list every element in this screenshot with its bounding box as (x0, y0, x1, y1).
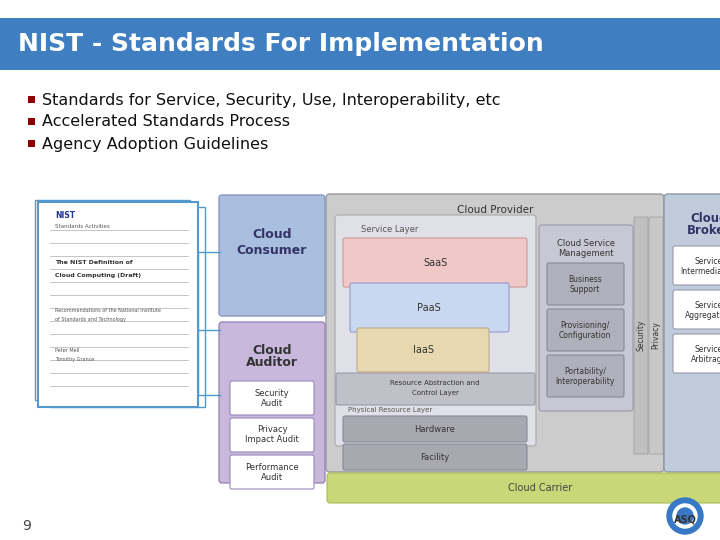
Text: PaaS: PaaS (417, 303, 441, 313)
FancyBboxPatch shape (219, 195, 325, 316)
Text: Service: Service (695, 345, 720, 354)
FancyBboxPatch shape (230, 455, 314, 489)
Text: Cloud: Cloud (690, 212, 720, 225)
FancyBboxPatch shape (673, 290, 720, 329)
Text: Security: Security (255, 388, 289, 397)
Text: SaaS: SaaS (423, 258, 447, 268)
Text: Impact Audit: Impact Audit (245, 435, 299, 444)
Text: Standards Activities: Standards Activities (55, 224, 109, 228)
Text: Control Layer: Control Layer (412, 390, 459, 396)
FancyBboxPatch shape (547, 263, 624, 305)
Text: Cloud: Cloud (252, 343, 292, 356)
FancyBboxPatch shape (343, 416, 527, 442)
Text: Performance: Performance (246, 462, 299, 471)
Text: Recommendations of the National Institute: Recommendations of the National Institut… (55, 307, 161, 313)
Text: Standards for Service, Security, Use, Interoperability, etc: Standards for Service, Security, Use, In… (42, 92, 500, 107)
Text: of Standards and Technology: of Standards and Technology (55, 318, 126, 322)
Text: Aggregation: Aggregation (685, 310, 720, 320)
Text: Provisioning/: Provisioning/ (560, 321, 610, 329)
Text: Cloud Service: Cloud Service (557, 240, 615, 248)
Text: Privacy: Privacy (652, 321, 660, 349)
Text: Timothy Grance: Timothy Grance (55, 357, 94, 362)
Bar (28, 140, 35, 147)
Bar (28, 96, 35, 103)
Text: NIST: NIST (55, 211, 75, 219)
Text: Audit: Audit (261, 399, 283, 408)
Bar (0, 18, 720, 70)
FancyBboxPatch shape (673, 334, 720, 373)
Text: IaaS: IaaS (413, 345, 433, 355)
Text: Agency Adoption Guidelines: Agency Adoption Guidelines (42, 137, 269, 152)
Text: Cloud Carrier: Cloud Carrier (508, 483, 572, 493)
Circle shape (673, 504, 697, 528)
Text: NIST - Standards For Implementation: NIST - Standards For Implementation (18, 32, 544, 56)
Text: Arbitrage: Arbitrage (691, 354, 720, 363)
FancyBboxPatch shape (547, 309, 624, 351)
Text: Cloud Computing (Draft): Cloud Computing (Draft) (55, 273, 141, 278)
Circle shape (677, 508, 693, 524)
Text: Configuration: Configuration (559, 332, 611, 341)
FancyBboxPatch shape (664, 194, 720, 472)
Text: Service: Service (695, 300, 720, 309)
FancyBboxPatch shape (649, 217, 663, 454)
Text: Physical Resource Layer: Physical Resource Layer (348, 407, 432, 413)
FancyBboxPatch shape (327, 473, 720, 503)
Text: Privacy: Privacy (257, 426, 287, 435)
Text: Hardware: Hardware (415, 424, 456, 434)
Bar (35, 200, 190, 400)
FancyBboxPatch shape (326, 194, 664, 472)
Text: Business: Business (568, 274, 602, 284)
Text: Management: Management (558, 249, 613, 259)
Text: Intermediation: Intermediation (680, 267, 720, 275)
Text: ASQ: ASQ (674, 514, 696, 524)
FancyBboxPatch shape (547, 355, 624, 397)
Text: Cloud: Cloud (252, 228, 292, 241)
Text: Security: Security (636, 319, 646, 351)
Text: Portability/: Portability/ (564, 367, 606, 375)
FancyBboxPatch shape (673, 246, 720, 285)
Text: Auditor: Auditor (246, 356, 298, 369)
Bar (28, 118, 35, 125)
FancyBboxPatch shape (336, 373, 535, 405)
FancyBboxPatch shape (335, 215, 536, 446)
Text: Cloud Provider: Cloud Provider (456, 205, 534, 215)
FancyBboxPatch shape (230, 418, 314, 452)
Text: Service: Service (695, 256, 720, 266)
Text: The NIST Definition of: The NIST Definition of (55, 260, 132, 266)
FancyBboxPatch shape (539, 225, 633, 411)
FancyBboxPatch shape (350, 283, 509, 332)
Text: Peter Mell: Peter Mell (55, 348, 79, 353)
Text: Facility: Facility (420, 453, 449, 462)
Circle shape (667, 498, 703, 534)
Text: Resource Abstraction and: Resource Abstraction and (390, 380, 480, 386)
Text: Support: Support (570, 286, 600, 294)
Text: Consumer: Consumer (237, 244, 307, 256)
FancyBboxPatch shape (230, 381, 314, 415)
Text: Interoperability: Interoperability (555, 377, 615, 387)
FancyBboxPatch shape (343, 238, 527, 287)
Text: Service Layer: Service Layer (361, 226, 419, 234)
FancyBboxPatch shape (634, 217, 648, 454)
Text: 9: 9 (22, 519, 31, 533)
Bar (50, 207, 205, 407)
Text: Accelerated Standards Process: Accelerated Standards Process (42, 114, 290, 130)
Text: Broker: Broker (687, 224, 720, 237)
FancyBboxPatch shape (219, 322, 325, 483)
Bar (38, 202, 198, 407)
FancyBboxPatch shape (357, 328, 489, 372)
FancyBboxPatch shape (343, 444, 527, 470)
Text: Audit: Audit (261, 472, 283, 482)
